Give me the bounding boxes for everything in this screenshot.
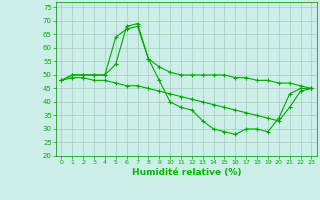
X-axis label: Humidité relative (%): Humidité relative (%) bbox=[132, 168, 241, 177]
